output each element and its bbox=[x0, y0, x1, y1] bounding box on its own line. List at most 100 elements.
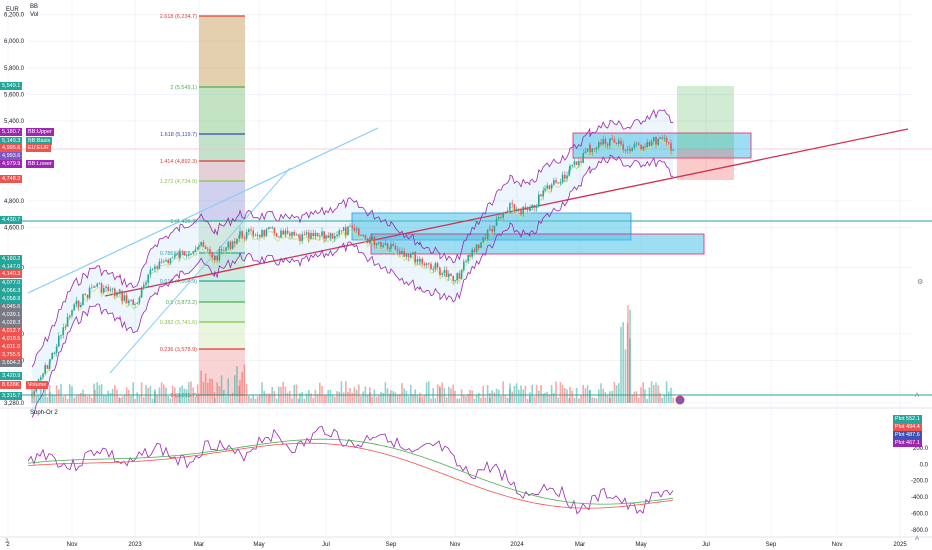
volume-bar bbox=[495, 388, 498, 403]
fib-level-label: 2.618 (6,234.7) bbox=[160, 14, 197, 20]
candle-body bbox=[160, 261, 163, 263]
price-label: BB:Upper bbox=[26, 128, 54, 136]
candle-body bbox=[416, 259, 419, 263]
long-target-zone bbox=[677, 86, 734, 149]
volume-bar bbox=[511, 391, 513, 403]
volume-bar bbox=[98, 385, 101, 403]
price-label: 5,149.3 bbox=[0, 137, 23, 145]
volume-bar bbox=[181, 385, 183, 403]
volume-bar bbox=[450, 388, 452, 403]
candle-body bbox=[389, 248, 391, 250]
candle-body bbox=[265, 229, 268, 236]
candle-body bbox=[582, 153, 584, 163]
candle-body bbox=[46, 365, 49, 369]
osc-slow-line bbox=[27, 442, 674, 509]
candle-body bbox=[672, 150, 674, 151]
price-label: 4,012.7 bbox=[0, 327, 23, 335]
candle-body bbox=[373, 236, 376, 246]
volume-bar bbox=[60, 384, 62, 403]
volume-bar bbox=[321, 385, 323, 403]
volume-bar bbox=[672, 397, 674, 403]
candle-body bbox=[321, 231, 323, 236]
candle-body bbox=[138, 297, 141, 304]
volume-bar bbox=[271, 386, 273, 403]
volume-bar bbox=[55, 385, 58, 403]
price-label: 3,315.7 bbox=[0, 392, 23, 400]
auto-scale-icon[interactable]: A bbox=[915, 536, 920, 542]
volume-bar bbox=[69, 384, 71, 403]
volume-bar bbox=[595, 398, 598, 403]
candle-body bbox=[220, 249, 223, 251]
candle-body bbox=[353, 227, 356, 231]
volume-bar bbox=[121, 396, 123, 403]
volume-bar bbox=[555, 381, 557, 403]
candle-body bbox=[566, 175, 568, 179]
volume-bar bbox=[84, 393, 86, 403]
candle-body bbox=[241, 231, 243, 238]
candle-body bbox=[448, 273, 450, 278]
candle-body bbox=[331, 233, 334, 239]
volume-bar bbox=[109, 393, 112, 403]
settings-gear-icon[interactable]: ⚙ bbox=[917, 279, 924, 286]
osc-tick-label: -600.0 bbox=[911, 512, 929, 518]
price-label: 4,011.0 bbox=[0, 343, 22, 351]
volume-bar bbox=[96, 382, 98, 403]
candle-body bbox=[86, 295, 89, 298]
candle-body bbox=[644, 146, 646, 148]
volume-bar bbox=[301, 392, 303, 403]
volume-bar bbox=[198, 393, 200, 403]
volume-bar bbox=[542, 393, 544, 403]
candle-body bbox=[586, 148, 589, 152]
candle-body bbox=[591, 148, 593, 153]
candle-body bbox=[116, 292, 118, 296]
fib-level-label: 0.382 (3,741.6) bbox=[160, 320, 197, 326]
candle-body bbox=[140, 288, 143, 298]
candle-body bbox=[66, 316, 69, 327]
timezone-icon[interactable]: 2 bbox=[5, 539, 9, 545]
volume-bar bbox=[82, 389, 84, 403]
candle-body bbox=[526, 208, 529, 211]
candle-body bbox=[227, 241, 229, 248]
osc-value-name: Plot bbox=[895, 432, 907, 438]
osc-value-label: Plot 552.1 bbox=[893, 415, 922, 423]
volume-bar bbox=[338, 391, 340, 403]
candle-body bbox=[273, 227, 276, 234]
volume-bar bbox=[513, 385, 516, 403]
volume-bar bbox=[216, 382, 218, 403]
price-auto-icon[interactable]: A bbox=[915, 393, 920, 399]
volume-bar bbox=[441, 382, 443, 403]
volume-indicator-label[interactable]: Vol bbox=[30, 12, 39, 18]
osc-value-name: Plot bbox=[895, 416, 907, 422]
volume-bar bbox=[263, 390, 265, 403]
volume-bar bbox=[515, 383, 518, 403]
candle-body bbox=[465, 261, 467, 262]
volume-bar bbox=[373, 389, 376, 403]
volume-bar bbox=[489, 397, 491, 403]
candle-body bbox=[323, 231, 325, 239]
volume-bar bbox=[77, 393, 80, 403]
candle-body bbox=[236, 238, 238, 244]
volume-bar bbox=[128, 389, 130, 403]
osc-tick-label: 200.0 bbox=[913, 446, 929, 452]
volume-bar bbox=[362, 391, 364, 403]
candle-body bbox=[436, 263, 439, 268]
candle-body bbox=[198, 245, 200, 248]
oscillator-title[interactable]: Soph-Or 2 bbox=[30, 410, 58, 416]
candle-body bbox=[529, 207, 531, 211]
volume-bar bbox=[269, 393, 271, 403]
candle-body bbox=[544, 188, 546, 191]
candle-body bbox=[392, 244, 394, 247]
candle-body bbox=[234, 241, 236, 244]
osc-tick-label: -400.0 bbox=[911, 495, 929, 501]
volume-bar bbox=[582, 384, 584, 403]
candle-body bbox=[364, 235, 367, 239]
candle-body bbox=[245, 231, 248, 239]
candle-body bbox=[329, 233, 332, 238]
volume-bar bbox=[584, 388, 587, 403]
volume-bar bbox=[130, 395, 132, 403]
volume-bar bbox=[145, 385, 147, 403]
candle-body bbox=[506, 210, 509, 213]
bb-indicator-label[interactable]: BB bbox=[30, 4, 39, 10]
